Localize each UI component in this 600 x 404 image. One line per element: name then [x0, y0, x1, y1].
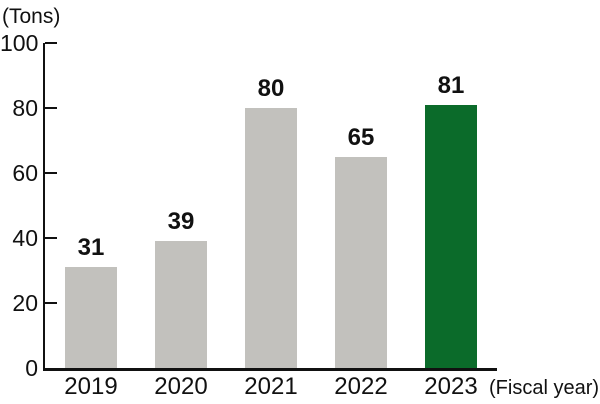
y-tick-mark [45, 237, 57, 239]
y-tick-label: 100 [0, 30, 39, 56]
bar-2020 [155, 241, 207, 368]
x-axis-unit-label: (Fiscal year) [489, 377, 600, 399]
y-tick-mark [45, 42, 57, 44]
bar-value-label: 81 [437, 71, 465, 99]
x-tick-label: 2019 [64, 373, 118, 400]
y-axis-line [43, 43, 45, 370]
x-tick-label: 2021 [244, 373, 298, 400]
x-tick-label: 2023 [424, 373, 478, 400]
bar-value-label: 31 [77, 234, 105, 262]
x-tick-label: 2022 [334, 373, 388, 400]
y-tick-label: 0 [25, 355, 38, 381]
y-axis-unit-label: (Tons) [2, 5, 61, 28]
y-tick-label: 80 [12, 95, 38, 121]
y-tick-label: 40 [12, 225, 38, 251]
y-tick-mark [45, 172, 57, 174]
y-tick-label: 60 [12, 160, 38, 186]
bar-value-label: 39 [167, 208, 195, 236]
y-tick-mark [45, 107, 57, 109]
bar-2022 [335, 156, 387, 368]
y-tick-label: 20 [12, 290, 38, 316]
bar-2023 [425, 104, 477, 368]
bar-value-label: 65 [347, 123, 375, 151]
x-axis-line [43, 368, 497, 371]
bar-2019 [65, 267, 117, 368]
y-tick-mark [45, 302, 57, 304]
bar-value-label: 80 [257, 75, 285, 102]
bar-2021 [245, 108, 297, 368]
x-tick-label: 2020 [154, 373, 208, 400]
